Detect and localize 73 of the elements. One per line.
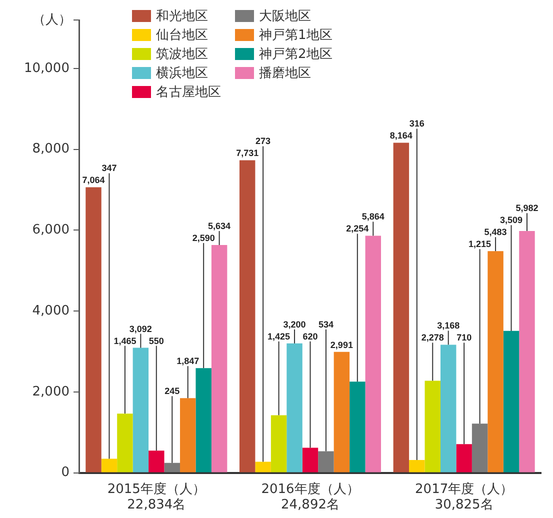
data-label: 3,092 <box>129 324 152 334</box>
data-label: 5,864 <box>362 212 384 222</box>
legend-label: 和光地区 <box>156 8 208 24</box>
data-label: 1,215 <box>468 239 492 250</box>
bar <box>488 251 504 472</box>
legend-label: 名古屋地区 <box>156 84 221 100</box>
bar <box>132 348 149 472</box>
bar <box>196 368 212 472</box>
legend-label: 播磨地区 <box>259 64 311 82</box>
y-tick-label: 2,000 <box>32 384 70 400</box>
bar <box>440 344 456 472</box>
data-label: 1,847 <box>176 356 200 366</box>
data-label: 2,278 <box>421 332 444 343</box>
data-label: 7,731 <box>236 148 259 158</box>
data-label: 3,509 <box>500 215 523 226</box>
data-label: 3,200 <box>283 319 306 330</box>
bar <box>164 462 180 472</box>
data-label: 2,590 <box>192 233 215 244</box>
data-label: 316 <box>409 118 424 129</box>
legend-label: 神戸第1地区 <box>259 26 332 44</box>
bar <box>409 460 425 472</box>
data-label: 8,164 <box>390 130 412 141</box>
data-label: 2,254 <box>346 224 369 234</box>
bar <box>148 450 164 472</box>
bar <box>211 245 228 472</box>
legend-label: 仙台地区 <box>156 26 208 44</box>
bar <box>270 415 287 472</box>
y-axis-title: （人） <box>32 12 72 28</box>
legend-label: 筑波地区 <box>156 46 208 62</box>
y-tick-label: 0 <box>61 465 70 480</box>
data-label: 2,991 <box>330 340 353 350</box>
bar <box>456 444 472 472</box>
data-label: 347 <box>102 163 117 174</box>
legend-label: 横浜地区 <box>156 64 208 82</box>
bar <box>472 424 488 472</box>
y-tick-label: 8,000 <box>32 142 70 157</box>
data-label: 3,168 <box>437 320 460 331</box>
bar <box>365 236 382 472</box>
data-label: 7,064 <box>82 175 105 186</box>
data-label: 620 <box>302 331 318 342</box>
legend-label: 神戸第2地区 <box>259 46 332 62</box>
bar <box>519 230 535 472</box>
data-label: 5,634 <box>208 221 231 232</box>
bar <box>318 451 334 472</box>
bar <box>424 380 440 472</box>
x-tick-label: 2015年度（人） 22,834名 <box>107 480 206 513</box>
bar <box>286 343 302 472</box>
bar <box>180 398 196 472</box>
data-label: 273 <box>256 136 271 146</box>
data-label: 534 <box>318 319 334 330</box>
data-label: 710 <box>456 332 472 343</box>
bar <box>86 187 102 472</box>
bar <box>302 448 318 472</box>
bar <box>239 160 256 472</box>
bar <box>350 382 366 472</box>
y-tick-label: 10,000 <box>24 60 70 76</box>
data-label: 1,425 <box>268 331 290 342</box>
bar <box>117 414 133 472</box>
y-tick-label: 6,000 <box>32 222 70 238</box>
bar <box>503 330 520 472</box>
data-label: 5,982 <box>516 203 538 214</box>
y-tick-label: 4,000 <box>32 303 70 318</box>
data-label: 245 <box>164 386 180 396</box>
legend-label: 大阪地区 <box>259 8 311 24</box>
data-label: 550 <box>148 336 164 346</box>
bar <box>101 458 118 472</box>
bar <box>334 352 350 472</box>
data-label: 1,465 <box>114 336 136 346</box>
x-tick-label: 2016年度（人） 24,892名 <box>261 480 360 513</box>
x-tick-label: 2017年度（人） 30,825名 <box>415 480 514 513</box>
bar <box>255 462 271 472</box>
data-label: 5,483 <box>484 227 507 238</box>
bar <box>393 142 410 472</box>
